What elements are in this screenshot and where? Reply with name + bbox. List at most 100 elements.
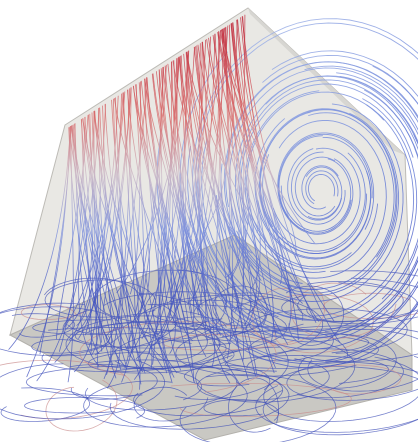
streamline [92, 88, 131, 295]
streamline [178, 72, 418, 343]
streamline [254, 118, 372, 260]
streamline [78, 116, 100, 367]
streamline [133, 85, 195, 382]
streamline [83, 380, 248, 428]
streamline [121, 66, 164, 383]
streamline [246, 91, 385, 268]
streamline [84, 117, 146, 374]
streamline [182, 50, 207, 357]
streamline [255, 361, 418, 433]
streamline [294, 156, 336, 217]
streamline [186, 51, 203, 311]
streamline [56, 114, 89, 340]
streamline [257, 136, 372, 259]
cube-top-edge [248, 8, 405, 155]
streamline [79, 321, 277, 393]
streamline [237, 19, 317, 323]
streamline [69, 93, 122, 340]
streamline [179, 374, 337, 442]
streamline [246, 348, 404, 399]
streamline [301, 165, 339, 210]
streamline [212, 34, 259, 233]
streamline [31, 335, 110, 354]
streamline [280, 158, 352, 232]
streamline [134, 61, 172, 380]
streamline [307, 328, 418, 392]
streamline [201, 41, 252, 326]
streamline [185, 52, 253, 254]
streamline [223, 27, 258, 330]
streamline [87, 343, 235, 374]
streamline [202, 41, 240, 348]
streamline [305, 170, 339, 204]
streamline [234, 75, 418, 276]
streamline [208, 37, 292, 293]
streamline [193, 50, 418, 369]
streamline [20, 304, 86, 321]
streamline [171, 55, 187, 290]
streamline [160, 68, 209, 341]
streamline [0, 359, 165, 420]
streamline [65, 113, 94, 330]
streamline [236, 19, 261, 289]
streamline [278, 133, 373, 233]
streamline [93, 111, 153, 369]
streamline [11, 313, 76, 338]
streamline [78, 105, 106, 339]
streamline [221, 29, 297, 259]
streamline [221, 29, 244, 341]
streamline [114, 98, 172, 309]
streamline [222, 28, 247, 269]
streamline [228, 377, 280, 433]
streamline [186, 51, 299, 288]
streamline [74, 123, 100, 354]
streamline [201, 104, 415, 317]
streamline [286, 356, 418, 401]
streamline [144, 78, 181, 371]
streamline [228, 67, 418, 284]
streamline [233, 109, 398, 294]
streamline [82, 118, 112, 375]
streamline [305, 166, 343, 220]
streamline [71, 125, 117, 379]
streamline [82, 118, 173, 384]
streamline [171, 61, 193, 315]
streamline [241, 16, 341, 343]
streamline [67, 126, 74, 383]
streamline [291, 282, 397, 339]
streamline [232, 22, 303, 304]
streamline [203, 399, 280, 421]
streamline [36, 107, 100, 382]
streamline [162, 67, 216, 368]
streamline [230, 23, 295, 304]
streamline [93, 111, 99, 369]
streamline [64, 91, 126, 327]
streamline [120, 77, 148, 352]
streamline [235, 75, 418, 336]
streamlines [0, 14, 418, 442]
streamline [156, 71, 227, 304]
streamline [218, 31, 230, 250]
streamline [308, 174, 336, 202]
streamline [109, 365, 290, 430]
streamline [198, 43, 231, 384]
streamline [192, 41, 203, 275]
streamline [132, 85, 183, 309]
streamline [126, 64, 167, 349]
streamline [179, 51, 418, 339]
streamline [290, 151, 342, 221]
streamline [222, 336, 379, 369]
streamline [156, 65, 418, 365]
streamline [24, 396, 146, 419]
streamline [157, 36, 211, 335]
streamline [127, 89, 150, 317]
streamline [172, 60, 262, 281]
streamline [0, 387, 91, 422]
streamline [240, 17, 299, 341]
streamline [281, 277, 418, 322]
streamline [59, 110, 95, 352]
streamline [192, 18, 418, 318]
streamline [133, 366, 284, 417]
streamline [93, 111, 130, 368]
